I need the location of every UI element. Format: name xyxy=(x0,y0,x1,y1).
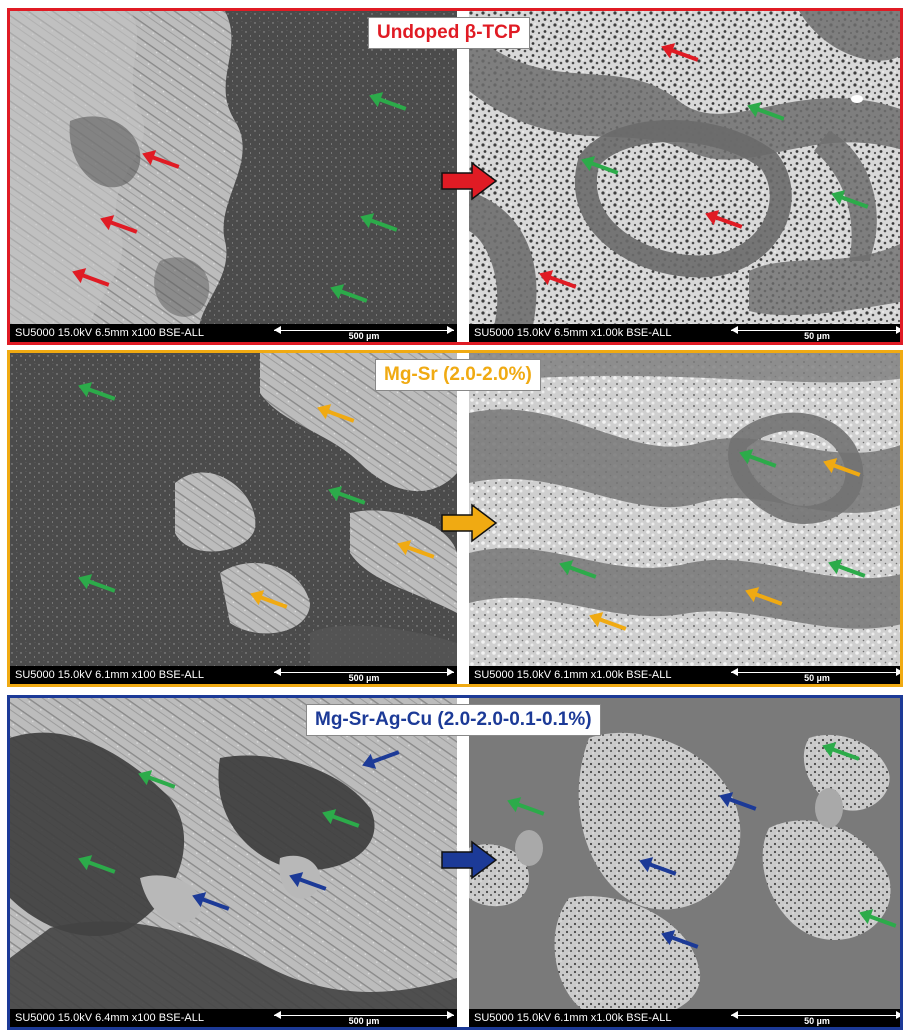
sem-metadata: SU5000 15.0kV 6.5mm x1.00k BSE-ALL xyxy=(474,327,672,339)
scale-bar-label: 50 µm xyxy=(804,1016,830,1026)
green-arrow xyxy=(831,190,869,209)
scale-bar-label: 500 µm xyxy=(348,331,380,341)
sem-metadata: SU5000 15.0kV 6.1mm x1.00k BSE-ALL xyxy=(474,1012,672,1024)
green-arrow xyxy=(369,92,407,111)
sample-label: Mg-Sr-Ag-Cu (2.0-2.0-0.1-0.1%) xyxy=(306,704,601,736)
scale-bar: 500 µm xyxy=(274,1011,454,1026)
blue-arrow xyxy=(192,892,230,911)
blue-arrow xyxy=(639,857,677,876)
orange-arrow xyxy=(250,590,288,609)
sem-metadata: SU5000 15.0kV 6.1mm x1.00k BSE-ALL xyxy=(474,669,672,681)
red-arrow xyxy=(661,43,699,62)
magnify-arrow xyxy=(441,840,498,880)
scale-bar-label: 500 µm xyxy=(348,1016,380,1026)
green-arrow xyxy=(859,909,897,928)
sem-texture xyxy=(10,353,457,684)
green-arrow xyxy=(559,560,597,579)
sem-info-bar: SU5000 15.0kV 6.1mm x100 BSE-ALL 500 µm xyxy=(10,666,457,684)
red-arrow xyxy=(100,215,138,234)
sem-image-high-mag: SU5000 15.0kV 6.1mm x1.00k BSE-ALL 50 µm xyxy=(469,698,900,1027)
scale-bar: 50 µm xyxy=(731,1011,900,1026)
green-arrow xyxy=(360,213,398,232)
magnify-arrow xyxy=(441,161,498,201)
sem-image-high-mag: SU5000 15.0kV 6.1mm x1.00k BSE-ALL 50 µm xyxy=(469,353,900,684)
green-arrow xyxy=(581,156,619,175)
sem-image-low-mag: SU5000 15.0kV 6.4mm x100 BSE-ALL 500 µm xyxy=(10,698,457,1027)
scale-bar: 50 µm xyxy=(731,668,900,683)
sem-info-bar: SU5000 15.0kV 6.5mm x100 BSE-ALL 500 µm xyxy=(10,324,457,342)
panel-mg-sr: SU5000 15.0kV 6.1mm x100 BSE-ALL 500 µm … xyxy=(7,350,903,687)
sem-image-low-mag: SU5000 15.0kV 6.1mm x100 BSE-ALL 500 µm xyxy=(10,353,457,684)
sem-info-bar: SU5000 15.0kV 6.1mm x1.00k BSE-ALL 50 µm xyxy=(469,1009,900,1027)
sem-image-low-mag: SU5000 15.0kV 6.5mm x100 BSE-ALL 500 µm xyxy=(10,11,457,342)
panel-mg-sr-ag-cu: SU5000 15.0kV 6.4mm x100 BSE-ALL 500 µm … xyxy=(7,695,903,1030)
green-arrow xyxy=(330,284,368,303)
scale-bar-label: 500 µm xyxy=(348,673,380,683)
magnify-arrow xyxy=(441,503,498,543)
sem-image-high-mag: SU5000 15.0kV 6.5mm x1.00k BSE-ALL 50 µm xyxy=(469,11,900,342)
sem-metadata: SU5000 15.0kV 6.1mm x100 BSE-ALL xyxy=(15,669,204,681)
green-arrow xyxy=(747,102,785,121)
sample-label: Mg-Sr (2.0-2.0%) xyxy=(375,359,541,391)
blue-arrow xyxy=(719,792,757,811)
red-arrow xyxy=(142,150,180,169)
green-arrow xyxy=(322,809,360,828)
sample-label: Undoped β-TCP xyxy=(368,17,530,49)
green-arrow xyxy=(739,449,777,468)
sem-info-bar: SU5000 15.0kV 6.4mm x100 BSE-ALL 500 µm xyxy=(10,1009,457,1027)
sem-info-bar: SU5000 15.0kV 6.5mm x1.00k BSE-ALL 50 µm xyxy=(469,324,900,342)
panel-undoped: SU5000 15.0kV 6.5mm x100 BSE-ALL 500 µm … xyxy=(7,8,903,345)
orange-arrow xyxy=(397,540,435,559)
blue-arrow xyxy=(289,872,327,891)
blue-arrow xyxy=(661,930,699,949)
orange-arrow xyxy=(589,612,627,631)
blue-arrow xyxy=(362,750,400,769)
sem-texture xyxy=(469,11,900,342)
scale-bar-label: 50 µm xyxy=(804,673,830,683)
scale-bar-label: 50 µm xyxy=(804,331,830,341)
sem-info-bar: SU5000 15.0kV 6.1mm x1.00k BSE-ALL 50 µm xyxy=(469,666,900,684)
scale-bar: 50 µm xyxy=(731,326,900,341)
orange-arrow xyxy=(823,458,861,477)
orange-arrow xyxy=(317,404,355,423)
red-arrow xyxy=(705,210,743,229)
green-arrow xyxy=(328,486,366,505)
green-arrow xyxy=(822,742,860,761)
red-arrow xyxy=(72,268,110,287)
red-arrow xyxy=(539,270,577,289)
green-arrow xyxy=(78,574,116,593)
sem-metadata: SU5000 15.0kV 6.5mm x100 BSE-ALL xyxy=(15,327,204,339)
scale-bar: 500 µm xyxy=(274,668,454,683)
orange-arrow xyxy=(745,587,783,606)
green-arrow xyxy=(507,797,545,816)
sem-texture xyxy=(10,11,457,342)
sem-metadata: SU5000 15.0kV 6.4mm x100 BSE-ALL xyxy=(15,1012,204,1024)
green-arrow xyxy=(78,855,116,874)
sem-texture xyxy=(469,353,900,684)
scale-bar: 500 µm xyxy=(274,326,454,341)
green-arrow xyxy=(78,382,116,401)
green-arrow xyxy=(828,559,866,578)
green-arrow xyxy=(138,770,176,789)
